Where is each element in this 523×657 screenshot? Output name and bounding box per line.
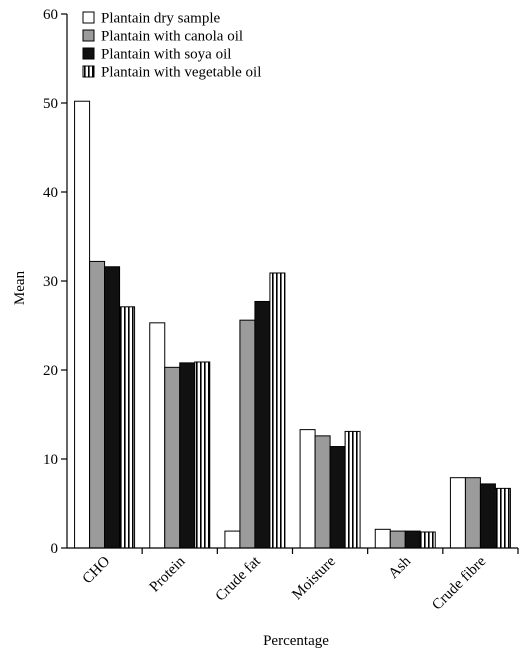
legend-label: Plantain dry sample — [101, 11, 220, 27]
y-axis-title: Mean — [12, 270, 28, 305]
bar — [404, 530, 421, 549]
legend-label: Plantain with soya oil — [101, 47, 231, 63]
legend-label: Plantain with vegetable oil — [101, 65, 261, 81]
bar — [239, 319, 256, 549]
bar — [164, 366, 181, 549]
bar — [449, 477, 466, 549]
bar — [329, 446, 346, 549]
bar — [374, 528, 391, 549]
legend-swatch — [82, 11, 95, 24]
bar — [74, 100, 91, 549]
bar — [464, 477, 481, 549]
bar — [344, 430, 361, 549]
legend-swatch — [82, 29, 95, 42]
bar — [224, 530, 241, 549]
bar — [299, 429, 316, 549]
bar — [119, 306, 136, 549]
y-tick-label: 60 — [43, 7, 58, 23]
category-label: Ash — [386, 553, 415, 582]
y-tick-label: 20 — [43, 363, 58, 379]
y-tick-label: 40 — [43, 185, 58, 201]
category-label: Protein — [147, 553, 189, 595]
category-label: Moisture — [289, 553, 339, 603]
bars — [74, 100, 511, 549]
legend-swatch — [82, 47, 95, 60]
y-tick-label: 0 — [51, 541, 59, 557]
bar — [314, 435, 331, 549]
bar — [149, 322, 166, 549]
x-axis-title: Percentage — [263, 633, 329, 649]
legend-swatch — [82, 65, 95, 78]
legend: Plantain dry sample Plantain with canola … — [82, 11, 261, 81]
bar — [254, 300, 271, 549]
y-ticks: 0 10 20 30 40 50 60 — [43, 7, 67, 557]
bar — [194, 361, 211, 549]
category-label: Crude fibre — [429, 553, 489, 613]
y-tick-label: 10 — [43, 452, 58, 468]
category-label: CHO — [80, 553, 114, 587]
x-ticks: CHO Protein Crude fat Moisture Ash Crude fibr… — [80, 548, 519, 613]
bar — [89, 260, 106, 549]
category-label: Crude fat — [213, 553, 265, 605]
bar — [269, 272, 286, 549]
bar — [389, 530, 406, 549]
bar — [179, 362, 196, 549]
y-tick-label: 50 — [43, 96, 58, 112]
bar — [419, 531, 436, 549]
y-tick-label: 30 — [43, 274, 58, 290]
bar — [479, 483, 496, 549]
legend-label: Plantain with canola oil — [101, 29, 243, 45]
bar — [104, 266, 121, 549]
bar — [494, 487, 511, 549]
